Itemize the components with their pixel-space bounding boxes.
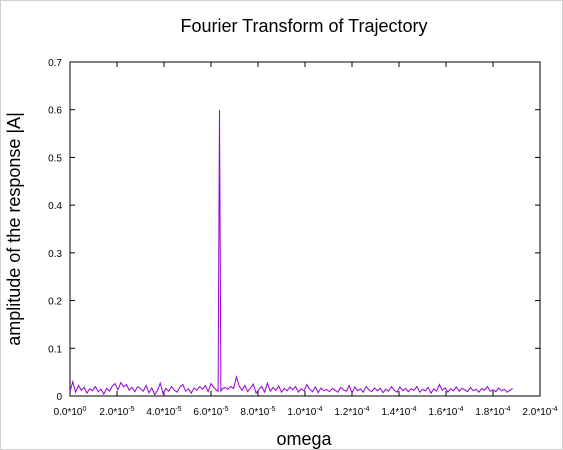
y-axis: 0 0.1 0.2 0.3 0.4 0.5 0.6 0.7 — [48, 58, 540, 403]
y-tick-label: 0.1 — [48, 344, 62, 355]
chart-title: Fourier Transform of Trajectory — [180, 16, 427, 36]
y-tick-label: 0.2 — [48, 297, 62, 308]
y-tick-label: 0.7 — [48, 58, 62, 69]
y-axis-label: amplitude of the response |A| — [4, 112, 24, 346]
x-tick-label: 2.0*10-5 — [99, 406, 134, 418]
y-tick-label: 0.6 — [48, 106, 62, 117]
x-tick-label: 6.0*10-5 — [193, 406, 228, 418]
x-tick-label: 0.0*100 — [54, 406, 87, 418]
x-axis: 0.0*100 2.0*10-5 4.0*10-5 6.0*10-5 8.0*10-5 1… — [54, 62, 558, 418]
x-tick-label: 4.0*10-5 — [146, 406, 181, 418]
x-tick-label: 1.4*10-4 — [381, 406, 416, 418]
x-tick-label: 2.0*10-4 — [522, 406, 557, 418]
x-axis-label: omega — [276, 429, 332, 449]
y-tick-label: 0 — [56, 392, 62, 403]
plot-area-border — [69, 61, 541, 397]
x-tick-label: 8.0*10-5 — [240, 406, 275, 418]
x-tick-label: 1.6*10-4 — [428, 406, 463, 418]
x-tick-label: 1.2*10-4 — [334, 406, 369, 418]
y-tick-label: 0.4 — [48, 201, 62, 212]
series-line — [69, 109, 513, 396]
x-tick-label: 1.0*10-4 — [287, 406, 322, 418]
x-tick-label: 1.8*10-4 — [475, 406, 510, 418]
y-tick-label: 0.5 — [48, 153, 62, 164]
y-tick-label: 0.3 — [48, 249, 62, 260]
